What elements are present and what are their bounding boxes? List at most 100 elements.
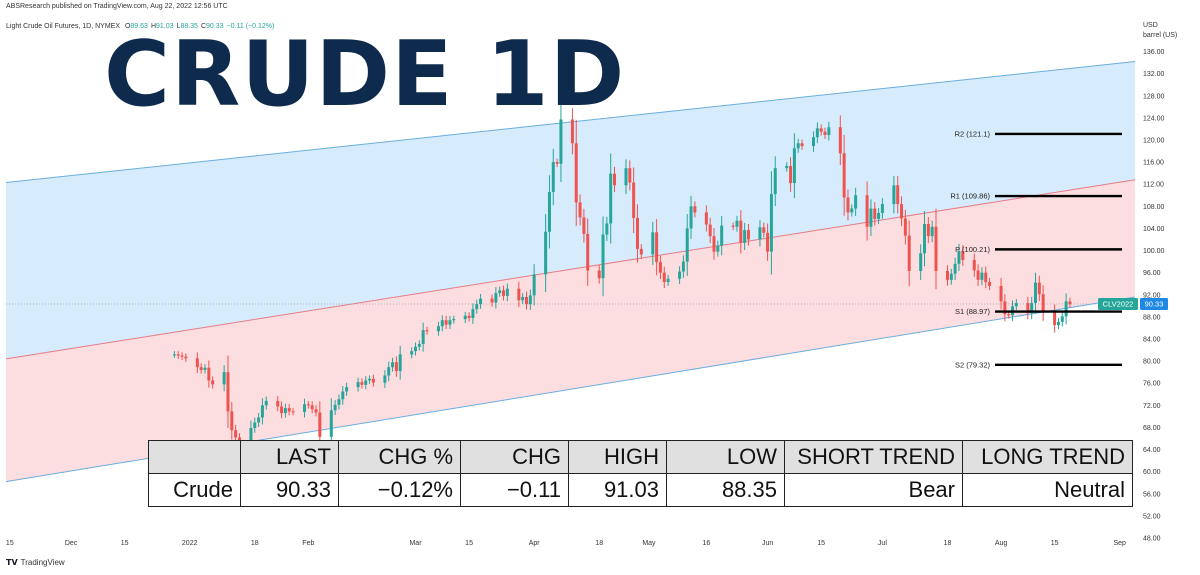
candle bbox=[827, 121, 831, 141]
candle-body bbox=[528, 295, 532, 305]
candle bbox=[574, 119, 578, 226]
candle-body bbox=[1033, 282, 1037, 304]
candle-body bbox=[766, 232, 770, 252]
candle-body bbox=[356, 382, 360, 388]
candle-body bbox=[287, 408, 291, 412]
candle-body bbox=[758, 227, 762, 240]
candle-body bbox=[892, 185, 896, 205]
candle bbox=[609, 153, 613, 244]
candle bbox=[685, 214, 689, 276]
channel-upper-line bbox=[5, 60, 1136, 184]
x-tick-label: 18 bbox=[595, 540, 603, 547]
candle-body bbox=[475, 304, 479, 310]
candle bbox=[762, 222, 766, 238]
pivot-r1: R1 (109.86) bbox=[950, 192, 1122, 201]
candle-body bbox=[873, 208, 877, 220]
candle-body bbox=[907, 235, 911, 271]
candle-body bbox=[318, 412, 322, 437]
header-cell-short-trend: SHORT TREND bbox=[784, 440, 963, 474]
candle-body bbox=[800, 143, 804, 147]
candle-body bbox=[306, 404, 310, 406]
candle bbox=[222, 365, 226, 392]
candle-body bbox=[414, 346, 418, 352]
candle bbox=[310, 401, 314, 414]
value-cell-low: 88.35 bbox=[666, 473, 785, 507]
y-tick-label: 60.00 bbox=[1143, 469, 1161, 476]
price-badge-text: 90.33 bbox=[1145, 299, 1164, 308]
candle bbox=[731, 222, 735, 231]
time-axis[interactable]: 15 Dec 15 2022 18 Feb Mar 15 Apr 18 May 16 Jun 15 Jul 1… bbox=[6, 540, 1126, 547]
candle bbox=[195, 352, 199, 374]
candle-body bbox=[234, 430, 238, 438]
candle-body bbox=[919, 253, 923, 271]
candle-body bbox=[930, 226, 934, 237]
pivot-p: P (100.21) bbox=[955, 245, 1122, 254]
candle bbox=[417, 340, 421, 351]
candle bbox=[961, 245, 965, 266]
candle bbox=[903, 209, 907, 245]
pivot-r2: R2 (121.1) bbox=[955, 129, 1122, 138]
ohlc-key: C bbox=[200, 23, 207, 30]
candle bbox=[1068, 297, 1072, 308]
candle-body bbox=[785, 165, 789, 169]
candle bbox=[743, 222, 747, 251]
tradingview-logo[interactable]: TV TradingView bbox=[6, 558, 65, 567]
price-axis[interactable]: 48.00 52.00 56.00 60.00 64.00 68.00 72.00 76.00… bbox=[1143, 49, 1165, 542]
value-cell-long-trend: Neutral bbox=[962, 473, 1133, 507]
candle bbox=[1030, 296, 1034, 320]
candle-body bbox=[222, 372, 226, 385]
candle-body bbox=[1003, 301, 1007, 315]
candle bbox=[283, 403, 287, 418]
candle bbox=[632, 167, 636, 234]
candle-body bbox=[792, 148, 796, 184]
candle-body bbox=[257, 417, 261, 423]
candle bbox=[180, 352, 184, 360]
value-cell-last: 90.33 bbox=[240, 473, 339, 507]
candle-body bbox=[934, 226, 938, 271]
candle-body bbox=[184, 356, 188, 359]
candle-body bbox=[976, 270, 980, 280]
x-tick-label: 15 bbox=[465, 540, 473, 547]
candle-body bbox=[203, 367, 207, 370]
candle-body bbox=[490, 298, 494, 303]
candle bbox=[517, 281, 521, 308]
candle-body bbox=[440, 320, 444, 327]
candle bbox=[505, 283, 509, 302]
candle-body bbox=[842, 153, 846, 198]
candle bbox=[704, 205, 708, 232]
candle bbox=[930, 220, 934, 243]
candle-body bbox=[743, 230, 747, 243]
candle bbox=[479, 293, 483, 309]
candlestick-series bbox=[172, 101, 1072, 449]
candle bbox=[854, 187, 858, 216]
candle bbox=[796, 138, 800, 153]
candle bbox=[414, 342, 418, 356]
publisher-line: ABSResearch published on TradingView.com… bbox=[6, 3, 228, 10]
candle-body bbox=[613, 173, 617, 186]
summary-header-row: LAST CHG % CHG HIGH LOW SHORT TREND LONG… bbox=[148, 440, 1133, 474]
candle bbox=[570, 108, 574, 155]
x-tick-label: 15 bbox=[121, 540, 129, 547]
candle bbox=[391, 357, 395, 372]
candle-body bbox=[639, 248, 643, 255]
ohlc-key: H bbox=[150, 23, 156, 30]
value-cell-name: Crude bbox=[148, 473, 241, 507]
candle-body bbox=[314, 409, 318, 413]
candle-body bbox=[769, 194, 773, 252]
candle-body bbox=[195, 358, 199, 368]
y-tick-label: 112.00 bbox=[1143, 182, 1164, 189]
candle-body bbox=[291, 411, 295, 413]
price-axis-unit: barrel (US) bbox=[1143, 32, 1178, 39]
candle-body bbox=[961, 251, 965, 260]
header-cell-blank bbox=[148, 440, 241, 474]
x-tick-label: 15 bbox=[1051, 540, 1059, 547]
candle bbox=[1003, 294, 1007, 322]
candle-body bbox=[739, 220, 743, 243]
candle-body bbox=[689, 206, 693, 229]
candle-body bbox=[199, 367, 203, 370]
header-cell-high: HIGH bbox=[568, 440, 667, 474]
value-cell-chg: −0.11 bbox=[460, 473, 569, 507]
candle-body bbox=[387, 367, 391, 376]
candle-body bbox=[1007, 314, 1011, 316]
